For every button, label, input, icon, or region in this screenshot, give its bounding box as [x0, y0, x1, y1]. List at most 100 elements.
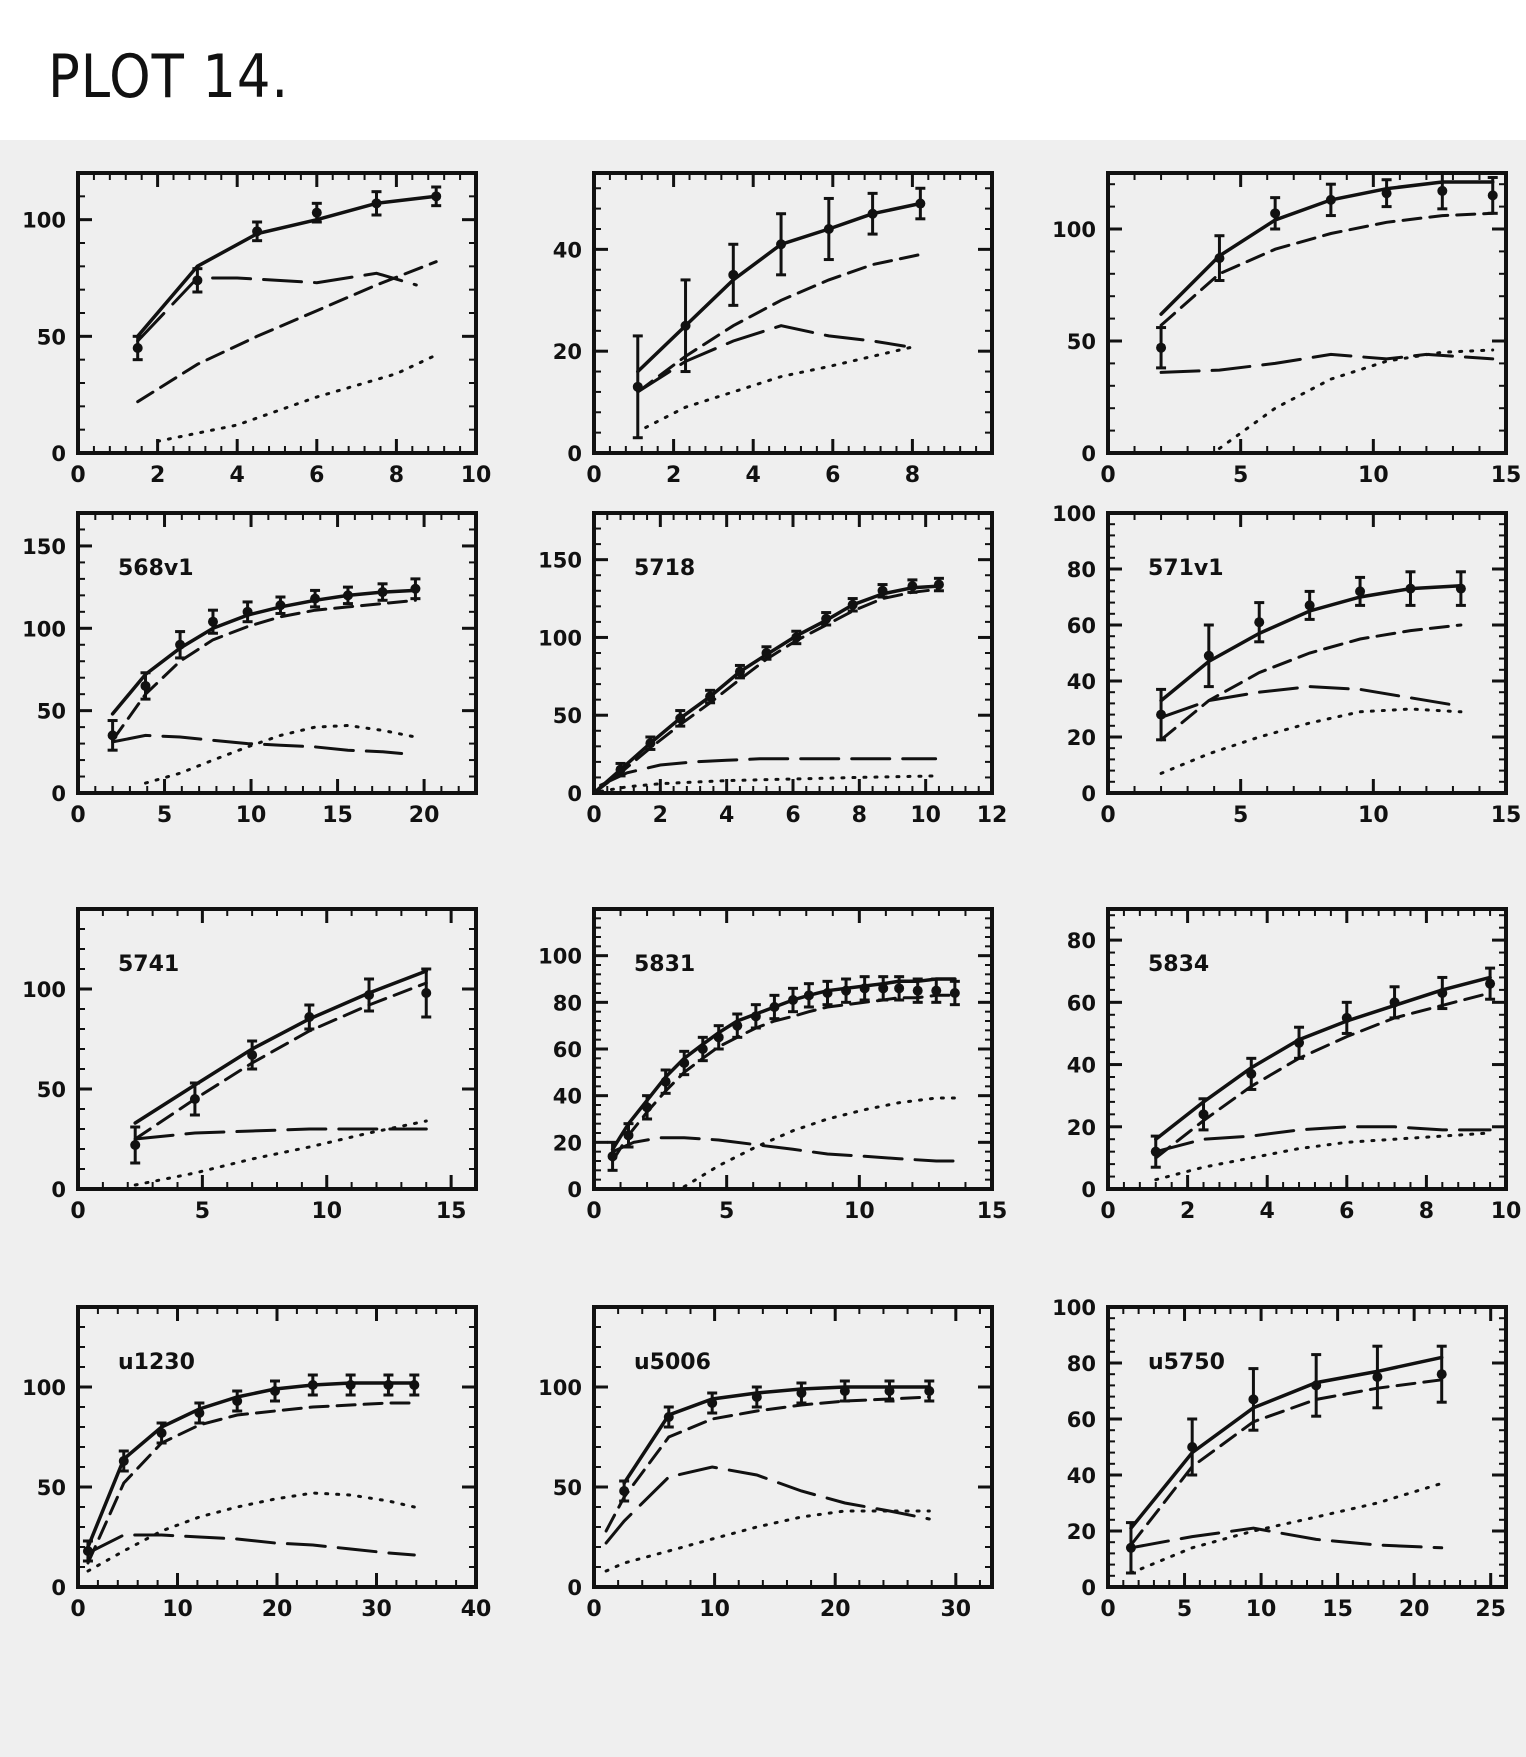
x-tick-label: 6	[825, 463, 840, 488]
data-point	[912, 985, 923, 996]
data-point	[877, 585, 888, 596]
chart-panel: 0 5 10 15 20 0 50 100 150 568v1	[22, 511, 478, 828]
data-point	[1187, 1442, 1198, 1452]
data-point	[1436, 1369, 1447, 1380]
x-tick-label: 10	[844, 1199, 875, 1224]
data-point	[788, 995, 798, 1005]
x-tick-label: 5	[157, 803, 172, 828]
data-point	[822, 988, 833, 998]
data-point	[1198, 1109, 1209, 1120]
x-tick-label: 10	[910, 803, 941, 828]
x-tick-label: 5	[1233, 803, 1248, 828]
y-tick-label: 80	[1067, 1352, 1096, 1376]
panel-label: u5006	[634, 1350, 711, 1375]
data-point	[679, 1058, 690, 1068]
series-line-longdash	[611, 1136, 957, 1163]
series-line-longdash	[111, 733, 404, 755]
data-point	[1455, 583, 1466, 594]
series-line-dashed	[86, 1401, 416, 1565]
y-tick-label: 100	[538, 945, 582, 969]
data-point	[1311, 1380, 1322, 1391]
series-line-longdash	[86, 1533, 416, 1557]
y-tick-label: 20	[553, 1131, 582, 1155]
x-tick-label: 0	[70, 803, 85, 828]
data-point	[867, 208, 878, 219]
data-point	[310, 593, 321, 604]
series-line-longdash	[1154, 1125, 1492, 1154]
y-tick-label: 60	[553, 1038, 582, 1062]
data-point	[1485, 978, 1496, 989]
x-tick-label: 6	[785, 803, 800, 828]
data-point	[175, 639, 186, 650]
x-tick-label: 5	[1177, 1597, 1192, 1622]
x-tick-label: 40	[461, 1597, 492, 1622]
data-point	[796, 1388, 807, 1398]
y-tick-label: 150	[538, 549, 582, 573]
data-point	[607, 1151, 618, 1162]
data-point	[713, 1032, 724, 1043]
series-line-dotted	[144, 723, 417, 785]
data-point	[949, 988, 960, 998]
chart-panel: 0 2 4 6 8 0 20 40	[553, 171, 994, 488]
data-point	[675, 713, 686, 724]
x-tick-label: 5	[719, 1199, 734, 1224]
x-tick-label: 20	[262, 1597, 293, 1622]
data-point	[270, 1386, 281, 1396]
x-tick-label: 10	[461, 463, 492, 488]
data-point	[1254, 617, 1265, 628]
data-point	[194, 1408, 205, 1418]
x-tick-label: 4	[746, 463, 761, 488]
x-tick-label: 8	[905, 463, 920, 488]
data-point	[232, 1396, 243, 1406]
y-tick-label: 60	[1067, 614, 1096, 638]
data-point	[642, 1102, 653, 1113]
chart-panel: 0 2 4 6 8 10 0 20 40 60 80 5834	[1067, 907, 1521, 1224]
y-tick-label: 20	[1067, 1520, 1096, 1544]
data-point	[859, 983, 870, 994]
y-tick-label: 40	[553, 238, 582, 262]
y-tick-label: 100	[538, 1376, 582, 1400]
x-tick-label: 30	[361, 1597, 392, 1622]
y-tick-label: 80	[1067, 929, 1096, 953]
series-line-dashed	[592, 587, 941, 795]
data-point	[118, 1456, 129, 1466]
x-tick-label: 8	[852, 803, 867, 828]
data-point	[307, 1380, 318, 1390]
series-line-longdash	[604, 1465, 931, 1545]
series-line-dotted	[86, 1491, 416, 1573]
plot-frame	[1106, 511, 1508, 795]
chart-panel: 0 10 20 30 40 0 50 100 u1230	[22, 1305, 492, 1622]
x-tick-label: 15	[1491, 463, 1522, 488]
data-point	[841, 985, 852, 996]
series-line-dashed	[604, 1395, 931, 1533]
x-tick-label: 25	[1475, 1597, 1506, 1622]
x-tick-label: 15	[436, 1199, 467, 1224]
x-tick-label: 0	[70, 1199, 85, 1224]
data-point	[1437, 185, 1448, 196]
series-line-solid	[135, 194, 438, 339]
y-tick-label: 40	[553, 1085, 582, 1109]
series-line-dashed	[133, 981, 428, 1141]
data-point	[421, 988, 432, 998]
y-tick-label: 100	[1052, 218, 1096, 242]
data-point	[383, 1380, 394, 1390]
plot-frame	[1106, 1305, 1508, 1589]
data-point	[342, 590, 353, 601]
y-tick-label: 100	[22, 209, 66, 233]
data-point	[1389, 997, 1400, 1008]
x-tick-label: 15	[1491, 803, 1522, 828]
x-tick-label: 20	[409, 803, 440, 828]
y-tick-label: 0	[51, 1576, 66, 1600]
y-tick-label: 50	[553, 1476, 582, 1500]
x-tick-label: 4	[230, 463, 245, 488]
series-line-dotted	[1129, 1481, 1444, 1575]
series-line-solid	[110, 588, 418, 716]
data-point	[364, 990, 375, 1000]
data-point	[803, 990, 814, 1001]
x-tick-label: 10	[311, 1199, 342, 1224]
data-point	[82, 1546, 93, 1556]
x-tick-label: 0	[70, 463, 85, 488]
data-point	[311, 207, 322, 218]
series-line-longdash	[1159, 685, 1463, 719]
x-tick-label: 8	[389, 463, 404, 488]
